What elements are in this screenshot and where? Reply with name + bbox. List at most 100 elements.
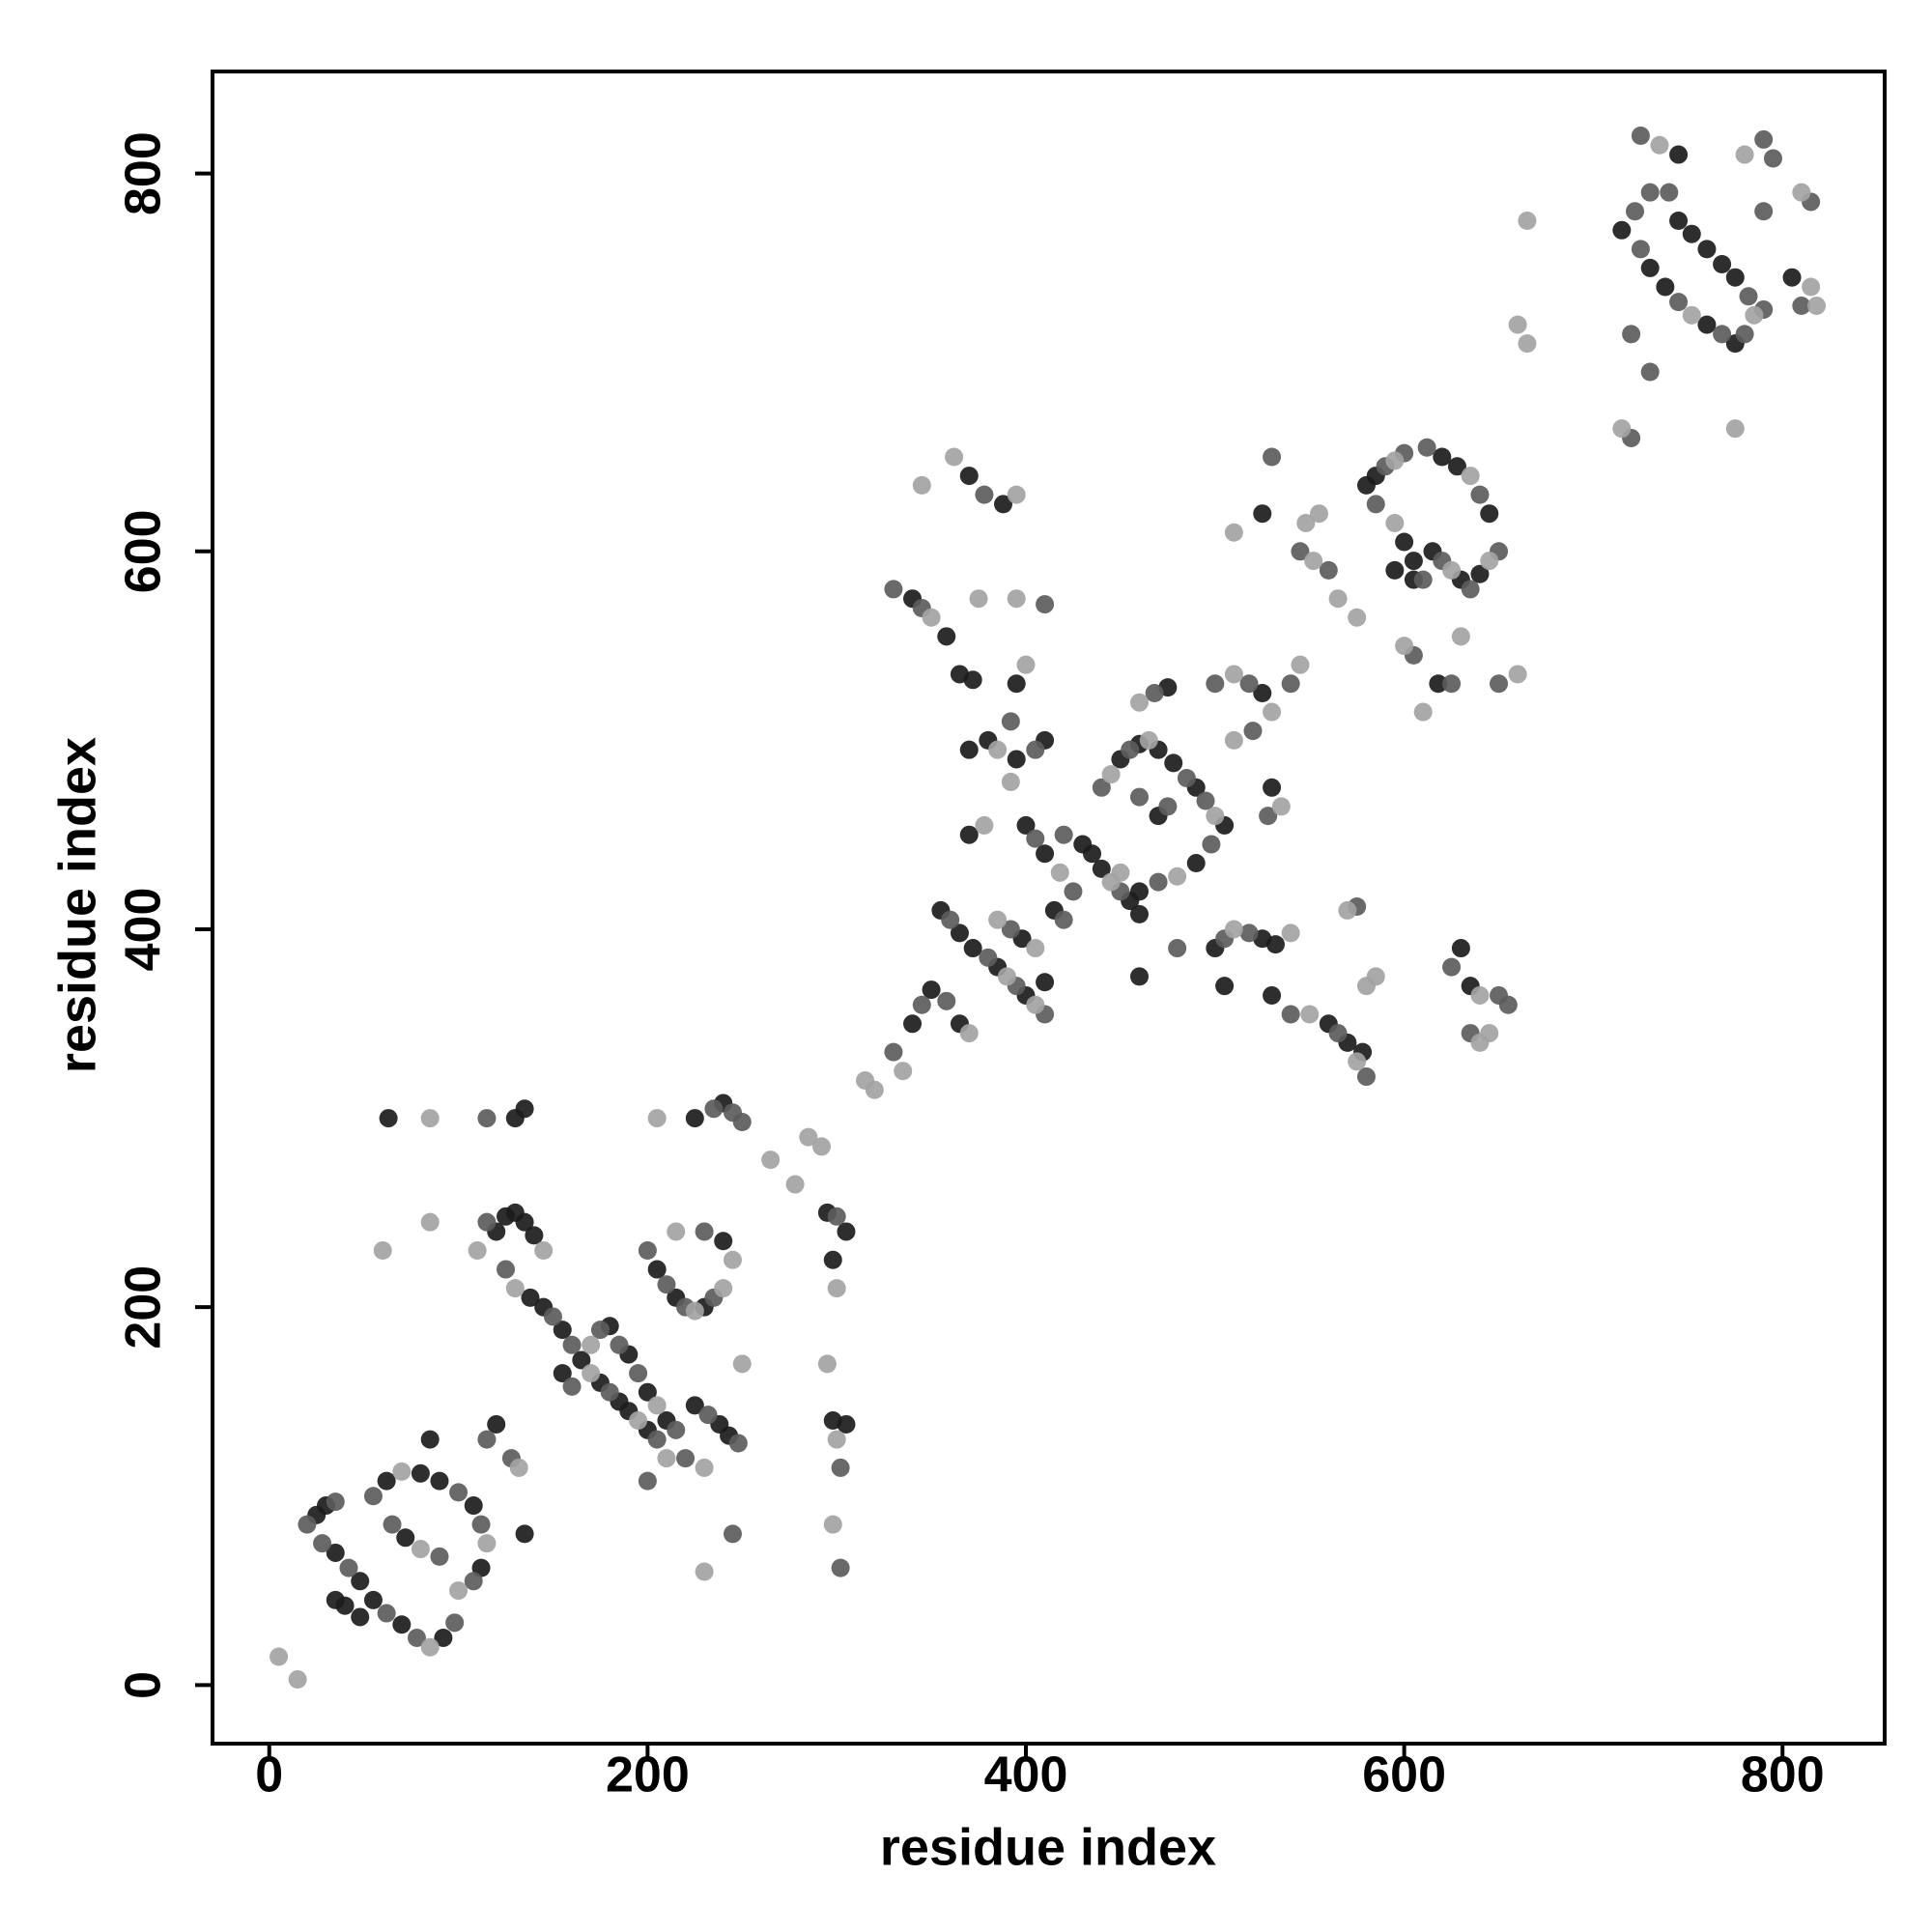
- point: [975, 485, 994, 504]
- point: [525, 1226, 544, 1245]
- point: [1385, 560, 1405, 580]
- point: [1001, 920, 1020, 939]
- point: [420, 1430, 440, 1449]
- point: [1356, 1067, 1376, 1087]
- point: [950, 923, 969, 943]
- y-tick-label: 0: [116, 1671, 172, 1699]
- point: [937, 627, 956, 646]
- point: [941, 910, 960, 929]
- point: [1480, 552, 1499, 571]
- point: [823, 1515, 842, 1534]
- point: [1083, 844, 1102, 864]
- point: [497, 1260, 516, 1279]
- point: [377, 1604, 396, 1623]
- point: [1451, 939, 1470, 958]
- point: [1713, 255, 1732, 274]
- point: [1319, 560, 1338, 580]
- point: [1792, 183, 1811, 202]
- point: [1754, 129, 1774, 149]
- y-tick-label: 200: [116, 1265, 172, 1350]
- point: [515, 1212, 534, 1232]
- point: [1669, 293, 1689, 312]
- point: [912, 475, 931, 495]
- point: [1631, 240, 1650, 259]
- point: [1177, 769, 1196, 788]
- point: [1480, 1024, 1499, 1043]
- point: [827, 1207, 846, 1226]
- point: [785, 1175, 805, 1194]
- point: [1442, 560, 1462, 580]
- point: [629, 1364, 648, 1383]
- point: [1259, 807, 1278, 826]
- point: [831, 1558, 850, 1577]
- point: [471, 1515, 491, 1534]
- point: [326, 1543, 345, 1562]
- point: [434, 1628, 453, 1647]
- point: [430, 1471, 449, 1491]
- point: [1385, 513, 1405, 532]
- point: [411, 1463, 430, 1483]
- point: [1121, 740, 1140, 759]
- point: [1129, 904, 1149, 923]
- point: [1129, 967, 1149, 986]
- point: [1470, 564, 1490, 583]
- point: [732, 1112, 752, 1131]
- point: [377, 1471, 396, 1491]
- point: [1036, 595, 1055, 614]
- point: [823, 1250, 842, 1269]
- point: [379, 1109, 398, 1128]
- point: [963, 670, 982, 690]
- point: [799, 1127, 818, 1147]
- point: [326, 1492, 345, 1512]
- point: [1328, 1024, 1348, 1043]
- point: [1480, 504, 1499, 524]
- point: [553, 1364, 572, 1383]
- point: [562, 1335, 582, 1354]
- point: [1026, 939, 1045, 958]
- point: [732, 1354, 752, 1374]
- point: [1036, 973, 1055, 992]
- point: [1281, 1005, 1300, 1024]
- point: [363, 1590, 383, 1609]
- point: [1164, 753, 1183, 773]
- point: [638, 1241, 657, 1261]
- point: [1224, 523, 1243, 542]
- x-tick-label: 0: [255, 1747, 283, 1804]
- point: [1442, 674, 1462, 694]
- point: [396, 1528, 415, 1548]
- point: [464, 1496, 483, 1516]
- point: [582, 1335, 601, 1354]
- point: [1697, 315, 1717, 334]
- point: [1054, 910, 1073, 929]
- point: [505, 1279, 525, 1298]
- point: [1802, 277, 1821, 297]
- point: [1239, 923, 1259, 943]
- point: [698, 1406, 718, 1425]
- point: [1447, 457, 1466, 476]
- point: [638, 1471, 657, 1491]
- point: [1243, 722, 1263, 741]
- point: [1725, 419, 1745, 439]
- point: [685, 1396, 704, 1415]
- point: [1129, 693, 1149, 712]
- point: [975, 815, 994, 835]
- point: [477, 1212, 497, 1232]
- point: [1111, 863, 1130, 882]
- point: [1026, 829, 1045, 848]
- point: [1451, 627, 1470, 646]
- point: [667, 1420, 686, 1439]
- point: [1622, 325, 1641, 344]
- plot-frame: [211, 70, 1887, 1746]
- point: [1498, 995, 1518, 1014]
- point: [1263, 702, 1282, 722]
- point: [534, 1241, 554, 1261]
- point: [1129, 882, 1149, 901]
- point: [959, 825, 979, 844]
- point: [704, 1099, 724, 1119]
- point: [1129, 787, 1149, 807]
- point: [1807, 297, 1827, 316]
- point: [1168, 867, 1187, 886]
- points: [270, 127, 1827, 1689]
- point: [1669, 145, 1689, 164]
